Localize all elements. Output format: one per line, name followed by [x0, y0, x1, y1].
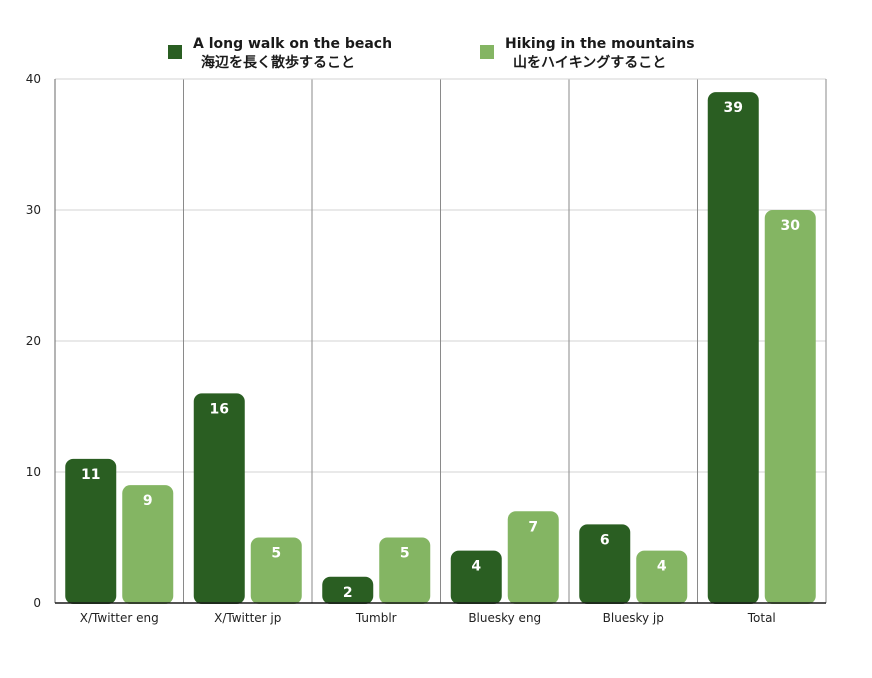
y-tick-label: 0 [33, 596, 41, 610]
legend: A long walk on the beach 海辺を長く散歩すること Hikin… [168, 36, 695, 71]
legend-label-mountains-jp: 山をハイキングすること [513, 54, 666, 71]
axes-layer [54, 79, 826, 604]
x-category-label: Tumblr [355, 611, 397, 625]
legend-swatch-mountains [480, 45, 494, 59]
bar-mountains [636, 550, 688, 604]
bar-data-label: 39 [724, 100, 743, 116]
bar-data-label: 6 [600, 532, 610, 548]
bar-beach [322, 576, 374, 604]
legend-label-beach-jp: 海辺を長く散歩すること [201, 54, 355, 71]
bar-beach [707, 92, 759, 604]
x-category-label: X/Twitter jp [214, 611, 281, 625]
bars-layer [65, 92, 816, 604]
bar-data-label: 7 [528, 519, 538, 535]
x-category-label: Total [747, 611, 776, 625]
x-category-label: Bluesky jp [603, 611, 664, 625]
bar-data-label: 9 [143, 493, 153, 509]
legend-label-beach: A long walk on the beach [193, 36, 392, 52]
legend-swatch-beach [168, 45, 182, 59]
bar-data-label: 5 [400, 546, 410, 562]
bar-mountains [507, 511, 559, 604]
y-tick-label: 10 [26, 465, 41, 479]
bar-data-label: 5 [271, 546, 281, 562]
bar-beach [579, 524, 631, 604]
bar-mountains [122, 485, 174, 604]
bar-beach [193, 393, 245, 604]
y-tick-label: 30 [26, 203, 41, 217]
y-tick-label: 40 [26, 72, 41, 86]
bar-mountains [250, 537, 302, 604]
grid-layer [55, 78, 827, 603]
bar-data-label: 4 [657, 559, 667, 575]
bar-beach [450, 550, 502, 604]
bar-data-label: 2 [343, 585, 353, 601]
y-tick-label: 20 [26, 334, 41, 348]
x-category-label: Bluesky eng [468, 611, 541, 625]
x-category-label: X/Twitter eng [80, 611, 159, 625]
bar-data-label: 16 [210, 401, 229, 417]
bar-data-label: 4 [471, 559, 481, 575]
bar-data-label: 30 [781, 218, 801, 234]
bar-data-label: 11 [81, 467, 100, 483]
legend-label-mountains: Hiking in the mountains [505, 36, 695, 52]
labels-layer: 0 10 20 30 40 11 9 X/Twitter eng 16 5 X/Twitter jp… [26, 72, 801, 625]
bar-mountains [764, 210, 816, 604]
bar-mountains [379, 537, 431, 604]
bar-beach [65, 458, 117, 604]
